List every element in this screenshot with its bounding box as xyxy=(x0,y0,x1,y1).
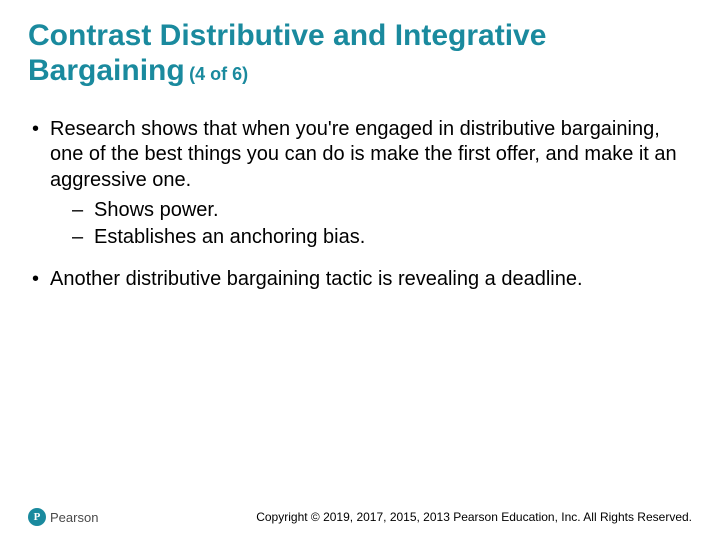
slide: Contrast Distributive and Integrative Ba… xyxy=(0,0,720,540)
footer: P Pearson Copyright © 2019, 2017, 2015, … xyxy=(0,508,720,526)
logo-icon: P xyxy=(28,508,46,526)
title-sub: (4 of 6) xyxy=(189,64,248,84)
bullet-text: Another distributive bargaining tactic i… xyxy=(50,268,583,290)
bullet-text: Research shows that when you're engaged … xyxy=(50,118,677,191)
list-item: Establishes an anchoring bias. xyxy=(72,225,692,251)
slide-body: Research shows that when you're engaged … xyxy=(28,117,692,293)
slide-title: Contrast Distributive and Integrative Ba… xyxy=(28,18,692,89)
pearson-logo: P Pearson xyxy=(28,508,98,526)
title-main: Contrast Distributive and Integrative Ba… xyxy=(28,19,546,87)
copyright-text: Copyright © 2019, 2017, 2015, 2013 Pears… xyxy=(256,510,692,524)
sub-text: Establishes an anchoring bias. xyxy=(94,226,365,248)
sub-list: Shows power. Establishes an anchoring bi… xyxy=(50,198,692,251)
list-item: Shows power. xyxy=(72,198,692,224)
bullet-list: Research shows that when you're engaged … xyxy=(28,117,692,293)
list-item: Another distributive bargaining tactic i… xyxy=(28,267,692,293)
logo-text: Pearson xyxy=(50,510,98,525)
sub-text: Shows power. xyxy=(94,199,219,221)
list-item: Research shows that when you're engaged … xyxy=(28,117,692,251)
